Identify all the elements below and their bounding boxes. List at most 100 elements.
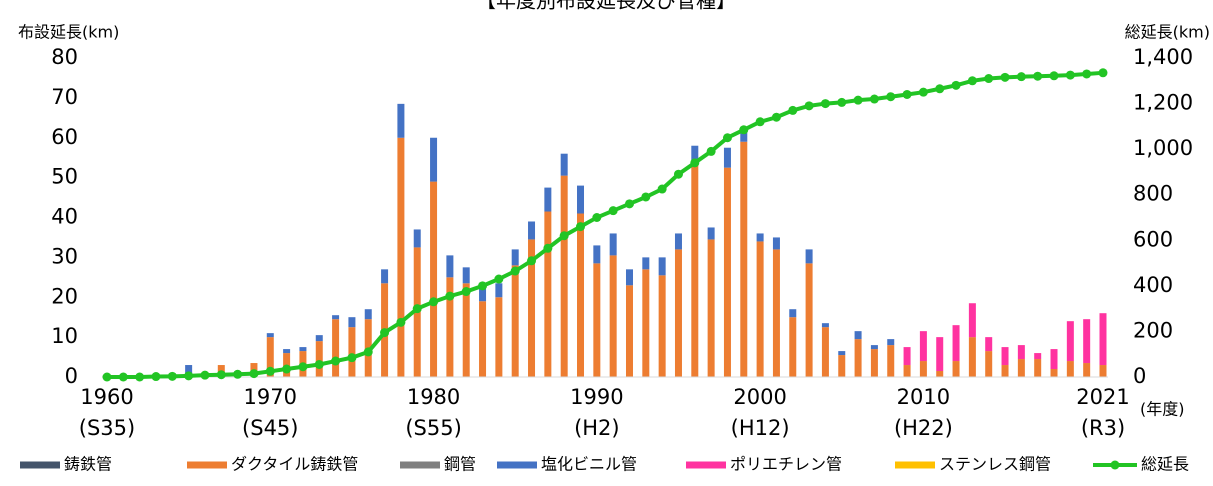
bar-segment (887, 345, 895, 377)
bar-segment (1017, 345, 1025, 360)
bar-segment (577, 213, 585, 377)
line-marker (918, 87, 928, 97)
bar-segment (789, 317, 797, 377)
bar-segment (430, 181, 438, 377)
y2-tick-label: 1,400 (1133, 45, 1193, 69)
x-tick-label: 1990 (570, 385, 623, 409)
bar-segment (609, 255, 617, 377)
bar-segment (266, 337, 274, 377)
line-marker (478, 281, 488, 291)
bar-segment (658, 257, 666, 276)
y2-tick-label: 400 (1133, 273, 1173, 297)
y-tick-label: 40 (51, 205, 78, 229)
bar-segment (544, 187, 552, 212)
legend-label: ポリエチレン管 (730, 455, 842, 474)
line-marker (820, 99, 830, 109)
bar-segment (707, 239, 715, 377)
bar-segment (870, 349, 878, 377)
line-marker (771, 112, 781, 122)
bar-segment (903, 347, 911, 366)
bar-segment (821, 323, 829, 328)
bar-segment (446, 255, 454, 278)
y-tick-label: 50 (51, 165, 78, 189)
line-marker (755, 117, 765, 127)
line-marker (543, 243, 553, 253)
bar-segment (511, 249, 519, 266)
y2-tick-label: 0 (1133, 364, 1146, 388)
line-marker (984, 74, 994, 84)
bar-segment (756, 241, 764, 377)
y-tick-label: 30 (51, 244, 78, 268)
line-marker (886, 92, 896, 102)
bar-segment (1034, 353, 1042, 360)
bar-segment (609, 233, 617, 256)
legend-label: 総延長 (1141, 455, 1189, 474)
bar-segment (691, 161, 699, 377)
line-marker (722, 133, 732, 143)
line-marker (135, 372, 145, 382)
bar-segment (430, 137, 438, 182)
line-marker (1000, 72, 1010, 82)
x-tick-sublabel: (H12) (731, 416, 790, 440)
legend-label: ダクタイル鋳鉄管 (231, 455, 358, 474)
line-marker (265, 366, 275, 376)
bar-segment (968, 303, 976, 338)
bar-segment (315, 341, 323, 377)
line-marker (200, 370, 210, 380)
bar-segment (462, 283, 470, 377)
bar-segment (805, 249, 813, 264)
bar-segment (658, 275, 666, 377)
line-marker (624, 199, 634, 209)
line-marker (445, 291, 455, 301)
y-tick-label: 0 (65, 364, 78, 388)
line-marker (690, 158, 700, 168)
bar-segment (838, 351, 846, 356)
y-tick-label: 80 (51, 45, 78, 69)
line-marker (657, 184, 667, 194)
line-marker (233, 369, 243, 379)
bar-segment (887, 339, 895, 346)
bar-segment (625, 269, 633, 286)
bar-segment (985, 337, 993, 352)
line-marker (706, 146, 716, 156)
bar-segment (870, 345, 878, 350)
x-tick-sublabel: (H2) (574, 416, 620, 440)
bar-segment (511, 265, 519, 377)
bar-segment (495, 297, 503, 377)
bar-segment (642, 257, 650, 270)
x-tick-sublabel: (S45) (242, 416, 298, 440)
line-marker (461, 287, 471, 297)
line-marker (1049, 71, 1059, 81)
line-marker (314, 359, 324, 369)
line-marker (804, 101, 814, 111)
line-marker (1016, 72, 1026, 82)
legend-label: ステンレス鋼管 (939, 455, 1051, 474)
line-marker (216, 370, 226, 380)
bar-segment (789, 309, 797, 318)
line-marker (167, 371, 177, 381)
y2-tick-label: 800 (1133, 182, 1173, 206)
bar-segment (1050, 369, 1058, 377)
line-marker (494, 274, 504, 284)
x-tick-label: 1980 (407, 385, 460, 409)
bar-segment (1083, 319, 1091, 364)
y2-tick-label: 1,000 (1133, 136, 1193, 160)
bar-segment (968, 337, 976, 377)
line-marker (527, 256, 537, 266)
x-tick-label: 2021 (1076, 385, 1129, 409)
bar-segment (544, 211, 552, 377)
bar-segment (772, 249, 780, 377)
bar-segment (919, 331, 927, 362)
x-tick-label: 1970 (244, 385, 297, 409)
bar-segment (936, 371, 944, 377)
bar-segment (707, 227, 715, 240)
line-marker (1082, 69, 1092, 79)
x-tick-sublabel: (S55) (405, 416, 461, 440)
y-axis-label: 布設延長(km) (18, 23, 119, 42)
legend-label: 鋳鉄管 (64, 455, 112, 474)
bar-segment (854, 331, 862, 340)
line-marker (837, 97, 847, 107)
line-marker (608, 206, 618, 216)
line-marker (380, 328, 390, 338)
